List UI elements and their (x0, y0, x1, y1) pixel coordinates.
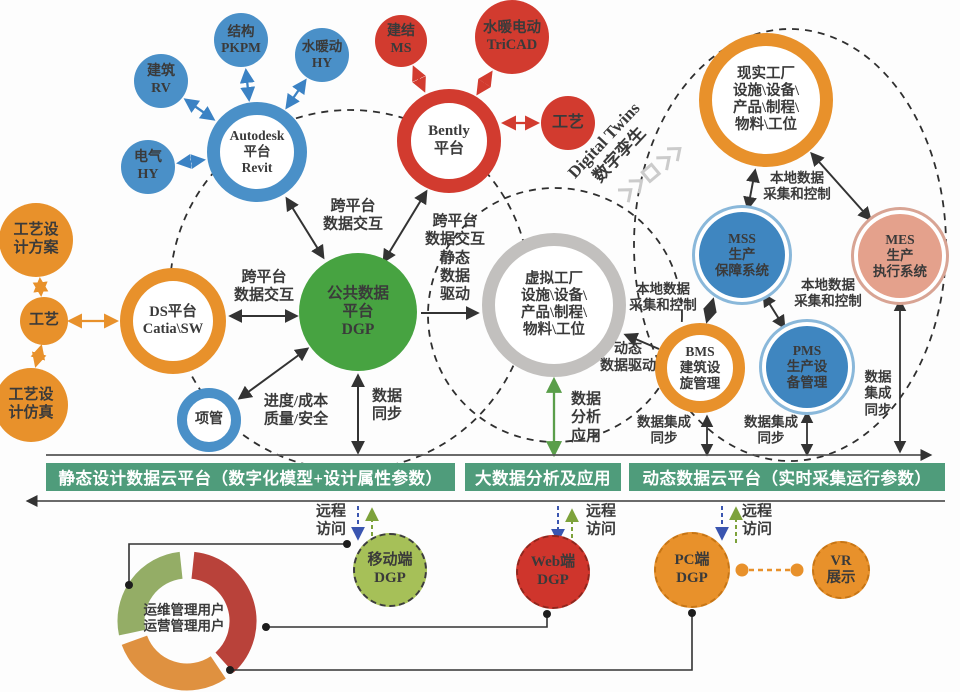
label-remote-access-3: 远程 访问 (741, 503, 773, 538)
node-architecture-rv: 建筑 RV (134, 54, 188, 108)
callout-lines (128, 543, 693, 671)
node-vr-display: VR 展示 (812, 541, 870, 599)
label-integration-sync-3: 数据 集成 同步 (864, 369, 892, 418)
banner-dynamic-cloud: 动态数据云平台（实时采集运行参数） (629, 463, 945, 491)
node-project-management: 项管 (177, 388, 241, 452)
label-integration-sync-1: 数据集成 同步 (637, 414, 691, 446)
label-cross-platform-ds: 跨平台 数据交互 (233, 269, 295, 304)
chevron-arrows-icon (617, 147, 682, 203)
node-dgp-platform: 公共数据 平台 DGP (299, 253, 417, 371)
label-dynamic-drive: 动态 数据驱动 (600, 341, 656, 374)
callout-dots (125, 540, 696, 674)
arrows-black (228, 151, 907, 457)
arrows-orange (30, 277, 119, 368)
label-data-analysis: 数据 分析 应用 (570, 391, 602, 445)
node-electrical-hy: 电气 HY (121, 140, 175, 194)
banner-flow-lines (25, 449, 945, 507)
arrows-blue (176, 68, 307, 169)
label-integration-sync-2: 数据集成 同步 (744, 414, 798, 446)
label-cross-platform-autodesk: 跨平台 数据交互 (322, 198, 384, 233)
banner-static-cloud: 静态设计数据云平台（数字化模型+设计属性参数） (46, 463, 455, 491)
node-jianjie-ms: 建结 MS (375, 15, 427, 67)
label-cross-platform-bently: 跨平台 数据交互 静态 数据 驱动 (424, 213, 486, 303)
arrows-red (412, 65, 540, 131)
node-bms-system: BMS 建筑设 旋管理 (655, 323, 745, 413)
label-remote-access-1: 远程 访问 (315, 503, 347, 538)
label-progress-cost: 进度/成本 质量/安全 (263, 393, 329, 428)
arrows-remote-access (351, 506, 743, 545)
node-structure-pkpm: 结构 PKPM (214, 13, 268, 67)
label-data-sync: 数据 同步 (371, 388, 403, 423)
node-process-top: 工艺 (541, 96, 595, 150)
node-real-factory: 现实工厂 设施\设备\ 产品\制程\ 物料\工位 (699, 33, 833, 167)
label-local-data-2: 本地数据 采集和控制 (629, 281, 697, 313)
node-pc-dgp: PC端 DGP (654, 532, 730, 608)
pc-vr-link (735, 563, 804, 577)
node-process-left: 工艺 (20, 297, 68, 345)
node-pms-system: PMS 生产设 备管理 (766, 326, 848, 408)
node-tricad: 水暖电动 TriCAD (475, 0, 549, 74)
node-ds-platform: DS平台 Catia\SW (120, 268, 226, 374)
label-local-data-1: 本地数据 采集和控制 (763, 170, 831, 202)
node-process-design-plan: 工艺设 计方案 (0, 203, 73, 277)
label-remote-access-2: 远程 访问 (585, 503, 617, 538)
node-process-simulation: 工艺设 计仿真 (0, 368, 68, 442)
banner-bigdata: 大数据分析及应用 (465, 463, 621, 491)
label-local-data-3: 本地数据 采集和控制 (794, 277, 862, 309)
node-mobile-dgp: 移动端 DGP (353, 533, 427, 607)
label-donut-users: 运维管理用户 运营管理用户 (143, 602, 225, 634)
node-mss-system: MSS 生产 保障系统 (699, 212, 785, 298)
node-bently-platform: Bently 平台 (397, 89, 501, 193)
node-mes-system: MES 生产 执行系统 (858, 214, 942, 298)
node-web-dgp: Web端 DGP (516, 535, 590, 609)
donut-chart (117, 551, 257, 691)
node-autodesk-platform: Autodesk 平台 Revit (207, 102, 307, 202)
node-hvac-hy: 水暖动 HY (295, 28, 349, 82)
